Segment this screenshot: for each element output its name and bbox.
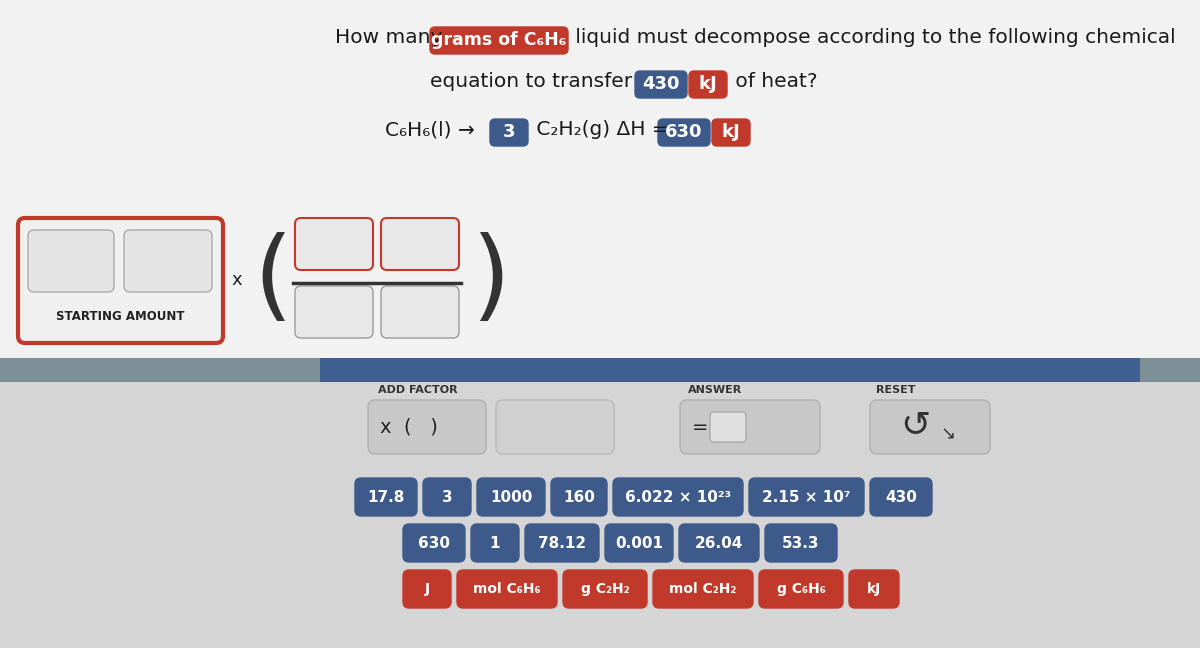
Text: kJ: kJ [866,582,881,596]
FancyBboxPatch shape [710,412,746,442]
FancyBboxPatch shape [635,71,686,98]
Text: 630: 630 [418,535,450,551]
Text: liquid must decompose according to the following chemical: liquid must decompose according to the f… [569,28,1176,47]
Text: 3: 3 [442,489,452,505]
FancyBboxPatch shape [403,570,451,608]
Text: 6.022 × 10²³: 6.022 × 10²³ [625,489,731,505]
FancyBboxPatch shape [424,478,470,516]
Bar [0,370,1200,648]
FancyBboxPatch shape [490,119,528,146]
Text: 2.15 × 10⁷: 2.15 × 10⁷ [762,489,851,505]
FancyBboxPatch shape [679,524,760,562]
FancyBboxPatch shape [870,400,990,454]
FancyBboxPatch shape [124,230,212,292]
FancyBboxPatch shape [653,570,754,608]
FancyBboxPatch shape [563,570,647,608]
FancyBboxPatch shape [457,570,557,608]
Bar [0,358,320,382]
Text: 78.12: 78.12 [538,535,586,551]
FancyBboxPatch shape [526,524,599,562]
FancyBboxPatch shape [18,218,223,343]
Text: How many: How many [335,28,449,47]
FancyBboxPatch shape [680,400,820,454]
Text: of heat?: of heat? [730,72,817,91]
Text: 430: 430 [642,75,679,93]
Text: 17.8: 17.8 [367,489,404,505]
Text: 430: 430 [886,489,917,505]
Text: 1000: 1000 [490,489,532,505]
FancyBboxPatch shape [403,524,466,562]
Text: x  (   ): x ( ) [380,417,438,437]
FancyBboxPatch shape [689,71,727,98]
FancyBboxPatch shape [605,524,673,562]
Bar [0,0,1200,370]
Text: RESET: RESET [876,385,916,395]
Text: 160: 160 [563,489,595,505]
Text: 1: 1 [490,535,500,551]
FancyBboxPatch shape [355,478,418,516]
Text: 26.04: 26.04 [695,535,743,551]
Bar [1140,358,1200,382]
Text: mol C₆H₆: mol C₆H₆ [473,582,541,596]
Text: J: J [425,582,430,596]
Bar [320,358,1140,382]
FancyBboxPatch shape [766,524,838,562]
FancyBboxPatch shape [478,478,545,516]
Text: kJ: kJ [698,75,718,93]
FancyBboxPatch shape [870,478,932,516]
Text: ): ) [470,232,510,329]
FancyBboxPatch shape [28,230,114,292]
Text: equation to transfer: equation to transfer [430,72,638,91]
Text: ↺: ↺ [900,408,930,442]
Text: 53.3: 53.3 [782,535,820,551]
FancyBboxPatch shape [470,524,520,562]
Text: C₂H₂(g) ΔH =: C₂H₂(g) ΔH = [530,120,676,139]
Text: (: ( [253,232,292,329]
Text: =: = [692,417,708,437]
FancyBboxPatch shape [382,218,458,270]
FancyBboxPatch shape [712,119,750,146]
Text: g C₂H₂: g C₂H₂ [581,582,629,596]
FancyBboxPatch shape [295,218,373,270]
Text: ANSWER: ANSWER [688,385,743,395]
Text: C₆H₆(l) →: C₆H₆(l) → [385,120,475,139]
Text: 0.001: 0.001 [616,535,662,551]
Text: 630: 630 [665,123,703,141]
FancyBboxPatch shape [551,478,607,516]
FancyBboxPatch shape [295,286,373,338]
FancyBboxPatch shape [430,27,568,54]
FancyBboxPatch shape [496,400,614,454]
FancyBboxPatch shape [749,478,864,516]
Text: 3: 3 [503,123,515,141]
Text: ADD FACTOR: ADD FACTOR [378,385,457,395]
FancyBboxPatch shape [658,119,710,146]
FancyBboxPatch shape [850,570,899,608]
FancyBboxPatch shape [613,478,743,516]
FancyBboxPatch shape [368,400,486,454]
Text: g C₆H₆: g C₆H₆ [776,582,826,596]
Text: grams of C₆H₆: grams of C₆H₆ [431,31,566,49]
Text: x: x [232,271,242,289]
Text: mol C₂H₂: mol C₂H₂ [670,582,737,596]
Text: STARTING AMOUNT: STARTING AMOUNT [56,310,185,323]
FancyBboxPatch shape [382,286,458,338]
Text: ↘: ↘ [940,426,955,444]
Text: kJ: kJ [721,123,740,141]
FancyBboxPatch shape [760,570,842,608]
